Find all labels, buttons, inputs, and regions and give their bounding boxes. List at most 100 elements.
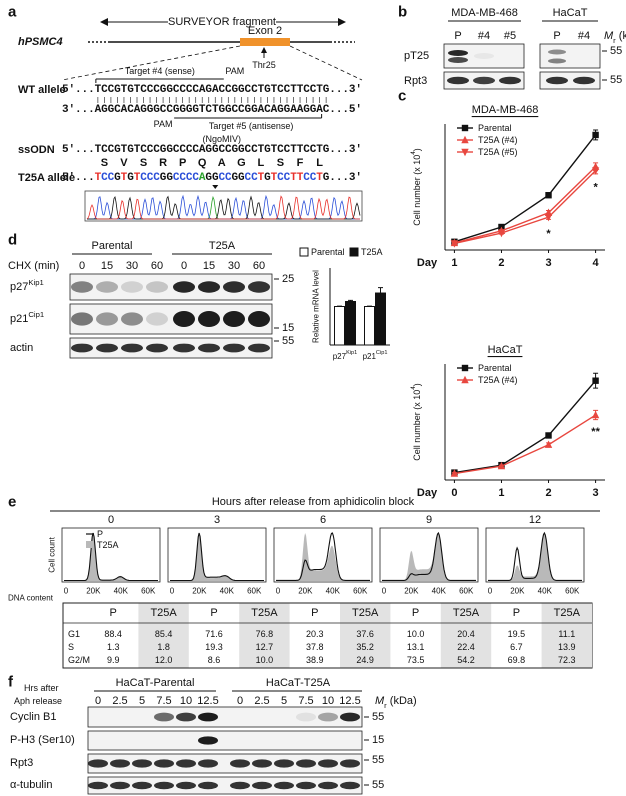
chx-time: 0 — [181, 260, 187, 272]
site-label: Thr25 — [252, 60, 276, 70]
band — [274, 781, 294, 790]
x-tick-label: 1 — [498, 487, 504, 499]
band — [248, 311, 270, 327]
mw-marker: 55 — [610, 74, 622, 86]
band — [248, 281, 270, 293]
blot — [539, 71, 601, 90]
blot — [87, 706, 363, 728]
histogram-p — [170, 532, 264, 582]
band — [176, 781, 196, 790]
legend-label: T25A (#4) — [478, 135, 518, 145]
legend-swatch — [349, 247, 359, 257]
axis-title: Aph release — [14, 696, 62, 706]
band — [198, 736, 218, 745]
band — [71, 343, 93, 353]
time-label: 10 — [322, 695, 334, 707]
y-axis-title-part: Cell number (x 10 — [412, 155, 422, 226]
mw-marker: 55 — [372, 754, 384, 766]
band — [274, 759, 294, 768]
x-tick-label: 0 — [276, 587, 281, 596]
zoom-line — [61, 45, 241, 81]
table-header: P — [412, 607, 419, 619]
y-axis-title: Relative mRNA level — [312, 270, 321, 343]
panel-label: a — [8, 4, 17, 21]
table-cell: 20.4 — [457, 629, 475, 639]
band — [146, 343, 168, 353]
y-axis-title: Cell number (x 104) — [410, 383, 422, 461]
table-shade — [541, 603, 592, 668]
data-point — [497, 461, 506, 470]
y-axis-title-part: Cell number (x 10 — [412, 390, 422, 461]
chx-time: 30 — [126, 260, 138, 272]
time-label: 0 — [237, 695, 243, 707]
time-label: 5 — [281, 695, 287, 707]
band — [198, 343, 220, 353]
x-tick-label: 20K — [86, 587, 101, 596]
band — [154, 712, 174, 722]
sequence-segment: TT — [290, 172, 304, 184]
band — [340, 712, 360, 722]
band — [548, 58, 566, 64]
table-cell: 20.3 — [306, 629, 324, 639]
band — [318, 781, 338, 790]
x-axis-title: Day — [417, 257, 438, 269]
data-point — [450, 469, 459, 477]
table-cell: 88.4 — [104, 629, 122, 639]
x-tick-label: 60K — [141, 587, 156, 596]
amino-acid: R — [159, 157, 167, 169]
mr-label-part: (kDa) — [387, 695, 417, 707]
x-tick-label: 20K — [298, 587, 313, 596]
table-cell: 10.0 — [256, 655, 274, 665]
band — [499, 76, 521, 85]
time-label: 3 — [214, 514, 220, 526]
x-tick-label-part: p21 — [363, 352, 377, 361]
histogram-frame — [485, 527, 585, 583]
band — [88, 759, 108, 768]
x-tick-label: 60K — [459, 587, 474, 596]
wt-sense: 5′...TCCGTGTCCCGGCCCCAGACCGGCCTGTCCTTCCT… — [62, 84, 362, 96]
band — [110, 781, 130, 790]
panel-title: Hours after release from aphidicolin blo… — [212, 496, 415, 508]
band — [223, 343, 245, 353]
table-shade — [440, 603, 492, 668]
legend-label: P — [97, 529, 103, 539]
x-tick-label: 20K — [510, 587, 525, 596]
y-axis-title: Cell number (x 104) — [410, 148, 422, 226]
mw-marker: 15 — [282, 322, 294, 334]
band — [132, 781, 152, 790]
table-header: T25A — [150, 607, 177, 619]
mr-label: Mr (kDa) — [604, 30, 626, 45]
x-tick-label: 3 — [545, 257, 551, 269]
group-label: HaCaT-Parental — [116, 677, 195, 689]
band — [223, 281, 245, 293]
cell-line: HaCaT — [553, 7, 588, 19]
sequence-segment: G — [127, 172, 134, 184]
blot — [539, 43, 601, 69]
table-header: P — [210, 607, 217, 619]
band — [173, 343, 195, 353]
x-tick-label: 0 — [451, 487, 457, 499]
table-header: T25A — [352, 607, 379, 619]
time-label: 7.5 — [298, 695, 313, 707]
sequence-segment: CC — [303, 172, 317, 184]
table-row-label: G1 — [68, 629, 80, 639]
blot — [443, 43, 525, 69]
band — [96, 343, 118, 353]
target-label: Target #5 (antisense) — [209, 121, 294, 131]
band — [296, 759, 316, 768]
chart-title: MDA-MB-468 — [472, 104, 539, 116]
band — [154, 781, 174, 790]
histogram-p — [382, 531, 476, 581]
arrowhead — [100, 18, 108, 26]
band — [340, 781, 360, 790]
enzyme-label: (NgoMIV) — [203, 134, 242, 144]
band — [474, 53, 494, 59]
data-point — [497, 229, 506, 238]
x-tick-label-part: Kip1 — [346, 350, 357, 356]
sequence-segment: T — [134, 172, 141, 184]
sequence-segment: A — [199, 172, 206, 184]
table-shade — [340, 603, 391, 668]
y-axis-title-part: ) — [412, 383, 422, 386]
band — [198, 281, 220, 293]
sequence-segment: G — [114, 172, 121, 184]
